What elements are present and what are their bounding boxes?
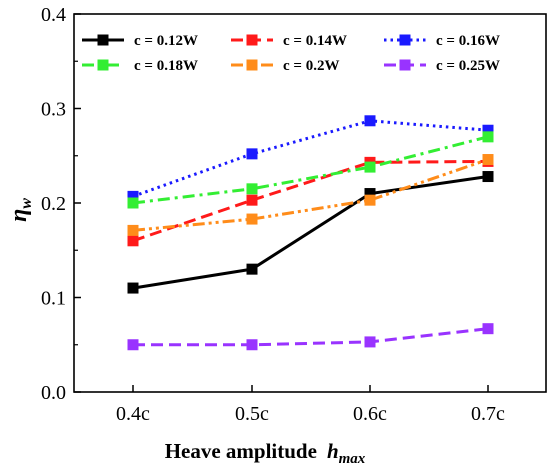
- legend-label: c = 0.12W: [134, 33, 198, 49]
- legend-label: c = 0.25W: [436, 58, 500, 74]
- data-point: [246, 183, 258, 195]
- series-line: [132, 135, 489, 205]
- series-3: [127, 115, 494, 202]
- data-point: [127, 282, 139, 294]
- legend-entry: c = 0.2W: [231, 58, 339, 74]
- x-axis: 0.4c 0.5c 0.6c 0.7c: [116, 385, 505, 425]
- data-point: [246, 339, 258, 351]
- legend-marker: [246, 34, 258, 46]
- legend-entry: c = 0.14W: [231, 33, 347, 49]
- x-axis-subscript: max: [339, 451, 366, 467]
- data-point: [246, 148, 258, 160]
- x-axis-label: Heave amplitude: [165, 439, 317, 463]
- legend-label: c = 0.18W: [134, 58, 198, 74]
- legend-label: c = 0.14W: [283, 33, 347, 49]
- x-axis-title: Heave amplitude hmax: [165, 439, 366, 467]
- x-tick-label: 0.5c: [235, 403, 269, 425]
- series-layer: [127, 115, 494, 351]
- data-point: [246, 213, 258, 225]
- y-tick-label: 0.0: [41, 382, 66, 404]
- y-axis-subscript: w: [18, 198, 35, 209]
- series-4: [127, 131, 494, 209]
- legend-entry: c = 0.18W: [82, 58, 198, 74]
- legend-entry: c = 0.25W: [384, 58, 500, 74]
- x-tick-label: 0.6c: [353, 403, 387, 425]
- data-point: [482, 154, 494, 166]
- x-axis-symbol: h: [327, 439, 339, 463]
- legend-entry: c = 0.16W: [384, 33, 500, 49]
- data-point: [482, 171, 494, 183]
- x-tick-label: 0.7c: [471, 403, 505, 425]
- legend-entry: c = 0.12W: [82, 33, 198, 49]
- y-axis: 0.0 0.1 0.2 0.3 0.4: [41, 4, 81, 404]
- legend: c = 0.12W c = 0.14W c = 0.16W c = 0.18W c = …: [82, 33, 500, 74]
- data-point: [127, 235, 139, 247]
- y-axis-symbol: η: [6, 209, 32, 222]
- data-point: [127, 224, 139, 236]
- data-point: [482, 131, 494, 143]
- series-line: [132, 158, 489, 232]
- series-line: [133, 327, 489, 347]
- series-line: [132, 159, 489, 243]
- series-line: [132, 175, 489, 290]
- data-point: [127, 190, 139, 202]
- legend-marker: [97, 34, 109, 46]
- y-tick-label: 0.3: [41, 99, 66, 121]
- legend-marker: [399, 34, 411, 46]
- series-1: [127, 171, 494, 294]
- y-tick-label: 0.1: [41, 288, 66, 310]
- legend-marker: [246, 59, 258, 71]
- x-tick-label: 0.4c: [116, 403, 150, 425]
- data-point: [364, 161, 376, 173]
- y-tick-label: 0.2: [41, 193, 66, 215]
- legend-label: c = 0.2W: [283, 58, 339, 74]
- legend-label: c = 0.16W: [436, 33, 500, 49]
- data-point: [364, 194, 376, 206]
- data-point: [482, 124, 494, 136]
- series-6: [127, 323, 494, 351]
- series-5: [127, 154, 494, 236]
- data-point: [246, 263, 258, 275]
- data-point: [364, 115, 376, 127]
- data-point: [364, 188, 376, 200]
- legend-marker: [399, 59, 411, 71]
- data-point: [246, 194, 258, 206]
- legend-marker: [97, 59, 109, 71]
- y-tick-label: 0.4: [41, 4, 66, 26]
- data-point: [364, 336, 376, 348]
- data-point: [482, 323, 494, 335]
- data-point: [127, 197, 139, 209]
- y-axis-title: ηw: [6, 198, 35, 222]
- data-point: [127, 339, 139, 351]
